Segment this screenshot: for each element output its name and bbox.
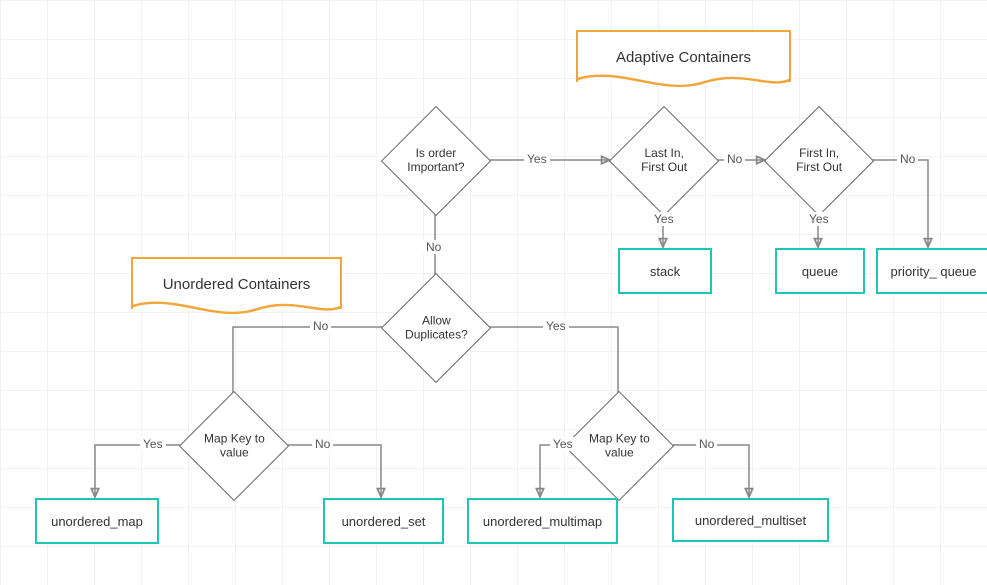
decision-label: Allow Duplicates?: [405, 314, 468, 342]
banner-unordered-containers: Unordered Containers: [131, 257, 342, 309]
terminal-label: priority_ queue: [891, 264, 977, 279]
edge-label: Yes: [140, 437, 166, 451]
banner-adaptive-containers: Adaptive Containers: [576, 30, 791, 82]
edge-label: No: [724, 152, 745, 166]
terminal-queue: queue: [775, 248, 865, 294]
terminal-label: stack: [650, 264, 680, 279]
terminal-priority-queue: priority_ queue: [876, 248, 987, 294]
edge-label: No: [897, 152, 918, 166]
edge-label: No: [312, 437, 333, 451]
terminal-label: unordered_set: [342, 514, 426, 529]
edge-label: Yes: [543, 319, 569, 333]
terminal-unordered-multiset: unordered_multiset: [672, 498, 829, 542]
terminal-label: unordered_multimap: [483, 514, 602, 529]
terminal-label: queue: [802, 264, 838, 279]
diagram-canvas: Adaptive Containers Unordered Containers…: [0, 0, 987, 585]
banner-label: Adaptive Containers: [616, 49, 751, 66]
decision-label: Last In, First Out: [641, 147, 687, 175]
terminal-label: unordered_multiset: [695, 513, 806, 528]
edge-label: Yes: [524, 152, 550, 166]
edge-label: Yes: [651, 212, 677, 226]
terminal-unordered-multimap: unordered_multimap: [467, 498, 618, 544]
edge-label: No: [310, 319, 331, 333]
decision-label: Map Key to value: [204, 432, 265, 460]
banner-label: Unordered Containers: [163, 276, 311, 293]
decision-label: Is order Important?: [407, 147, 464, 175]
edge-label: No: [423, 240, 444, 254]
edge-label: No: [696, 437, 717, 451]
terminal-stack: stack: [618, 248, 712, 294]
terminal-label: unordered_map: [51, 514, 143, 529]
terminal-unordered-map: unordered_map: [35, 498, 159, 544]
edge-label: Yes: [550, 437, 576, 451]
edge-label: Yes: [806, 212, 832, 226]
terminal-unordered-set: unordered_set: [323, 498, 444, 544]
decision-label: Map Key to value: [589, 432, 650, 460]
decision-label: First In, First Out: [796, 147, 842, 175]
